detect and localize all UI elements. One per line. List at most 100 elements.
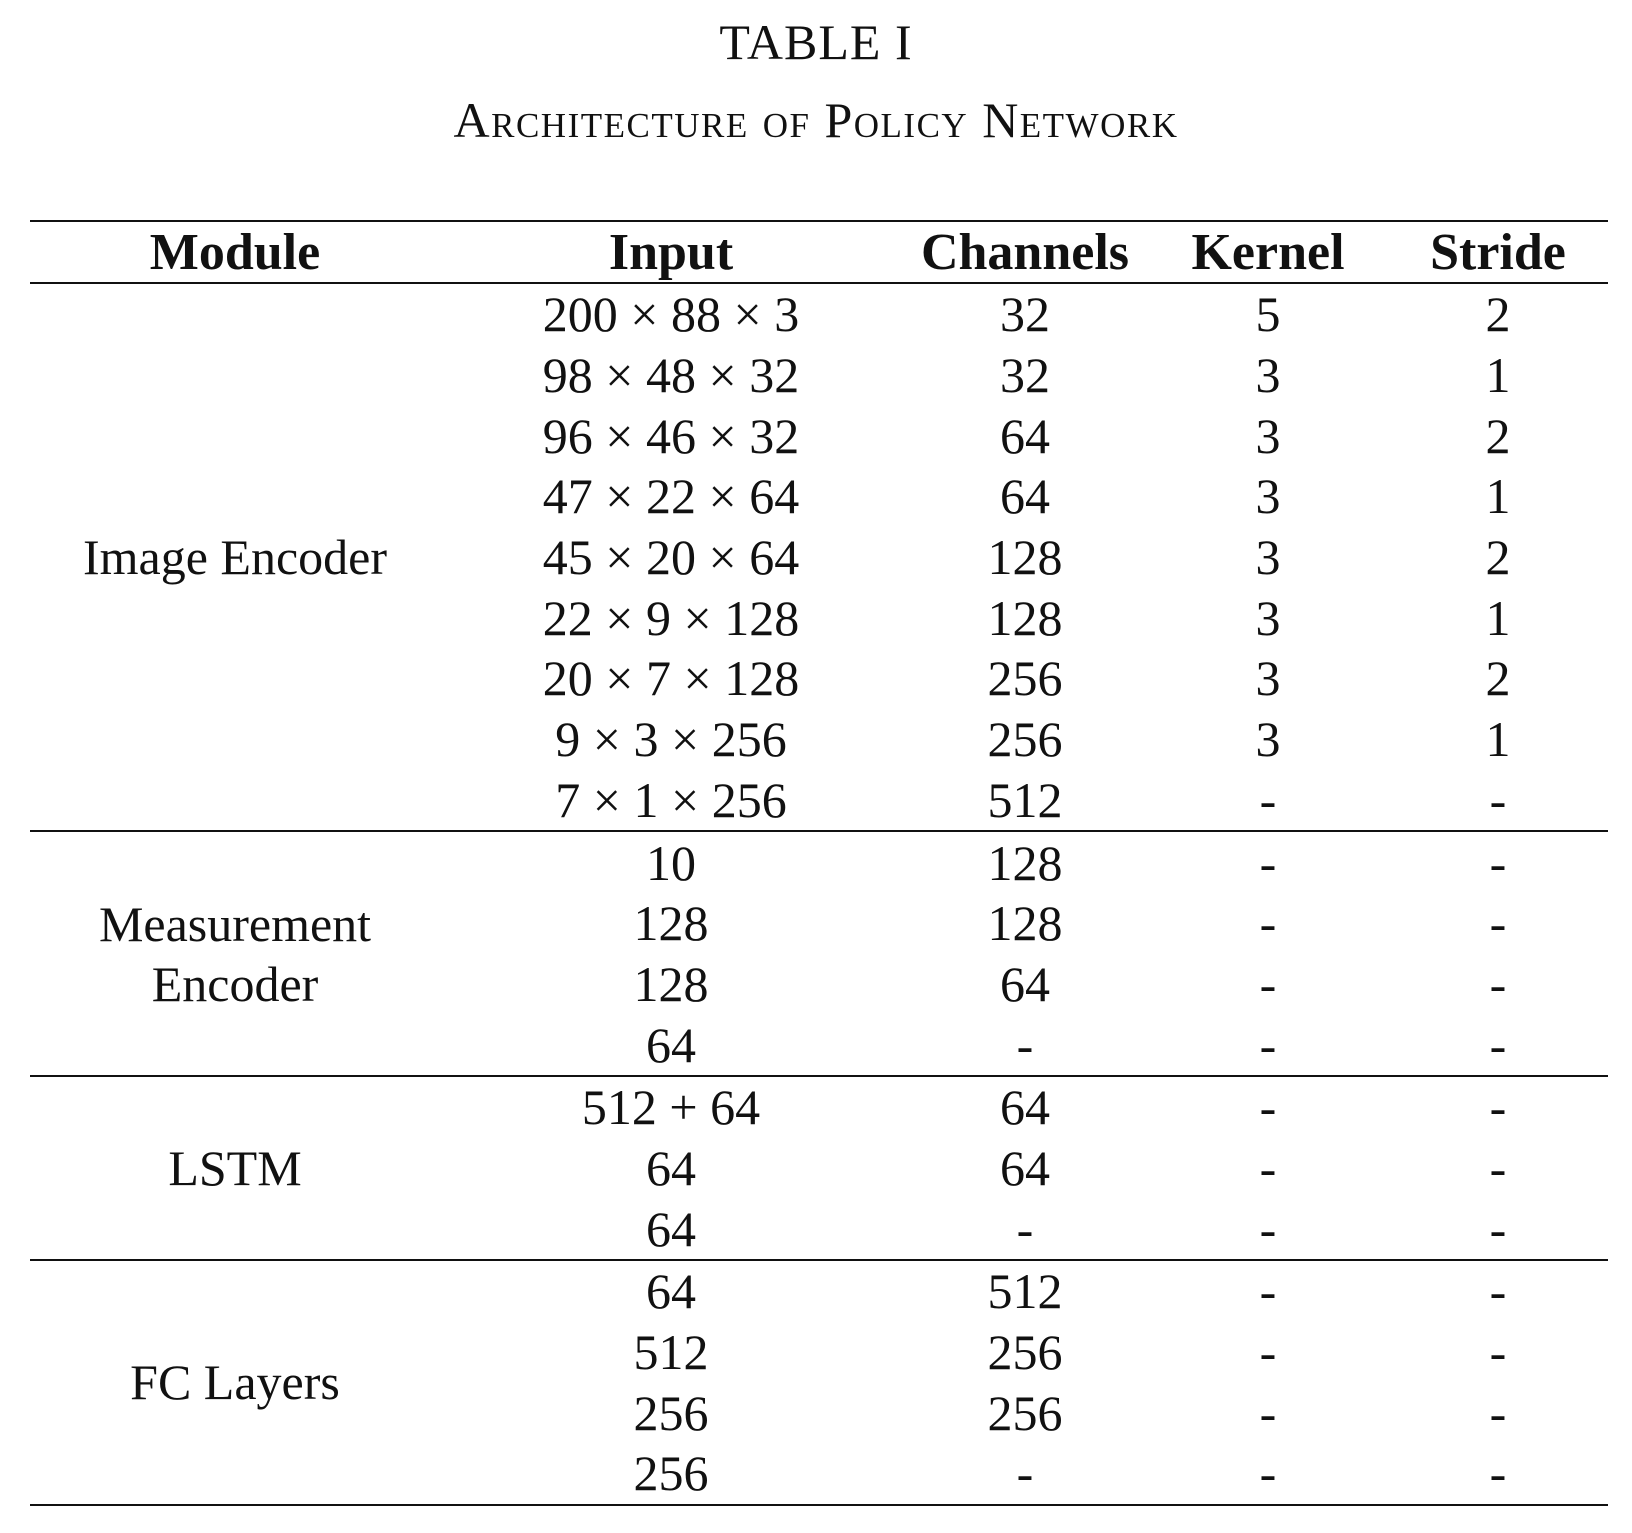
kernel-cell: - xyxy=(1259,1324,1277,1381)
input-cell: 512 xyxy=(633,1324,709,1381)
channels-cell: 512 xyxy=(987,1263,1063,1320)
column-header-channels: Channels xyxy=(920,223,1130,281)
input-cell: 256 xyxy=(633,1384,709,1441)
table-row: FC Layers 64 512- - xyxy=(30,1260,1608,1410)
channels-cell: 32 xyxy=(1000,286,1050,343)
module-group: LSTM 512 + 64 64- -64 64- -64- - - xyxy=(30,1076,1608,1260)
channels-cell: 64 xyxy=(1000,955,1050,1012)
channels-cell: 128 xyxy=(987,834,1063,891)
stride-cell: 2 xyxy=(1485,286,1511,343)
stride-cell: 1 xyxy=(1485,589,1511,646)
module-group: FC Layers 64 512- -512 256- -256 256- -256- - - xyxy=(30,1260,1608,1505)
table-row: 20 × 7 × 128 256 3 2 xyxy=(30,648,1608,709)
channels-cell: 256 xyxy=(987,1384,1063,1441)
kernel-cell: - xyxy=(1259,1139,1277,1196)
column-header-input: Input xyxy=(608,223,734,281)
kernel-cell: - xyxy=(1259,895,1277,952)
kernel-cell: - xyxy=(1259,1200,1277,1257)
stride-cell: - xyxy=(1489,1324,1507,1381)
kernel-cell: - xyxy=(1259,834,1277,891)
kernel-cell: 3 xyxy=(1255,468,1281,525)
table-header: Module Input Channels Kernel Stride xyxy=(30,221,1608,283)
channels-cell: 64 xyxy=(1000,407,1050,464)
table-row: 96 × 46 × 32 64 3 2 xyxy=(30,405,1608,466)
kernel-cell: - xyxy=(1259,955,1277,1012)
table-row: 256 256 - - xyxy=(30,1382,1608,1443)
kernel-cell: - xyxy=(1259,1263,1277,1320)
table-row: 64 - - - xyxy=(30,1014,1608,1076)
input-cell: 20 × 7 × 128 xyxy=(542,650,800,707)
input-cell: 64 xyxy=(646,1200,696,1257)
channels-cell: 128 xyxy=(987,589,1063,646)
stride-cell: - xyxy=(1489,771,1507,828)
input-cell: 96 × 46 × 32 xyxy=(542,407,800,464)
input-cell: 256 xyxy=(633,1445,709,1502)
stride-cell: - xyxy=(1489,1263,1507,1320)
input-cell: 7 × 1 × 256 xyxy=(555,771,787,828)
kernel-cell: 3 xyxy=(1255,650,1281,707)
kernel-cell: - xyxy=(1259,1079,1277,1136)
column-header-stride: Stride xyxy=(1430,223,1566,281)
channels-cell: 256 xyxy=(987,650,1063,707)
stride-cell: 1 xyxy=(1485,468,1511,525)
input-cell: 98 × 48 × 32 xyxy=(542,347,800,404)
kernel-cell: 5 xyxy=(1255,286,1281,343)
input-cell: 512 + 64 xyxy=(581,1079,761,1136)
table-caption: Architecture of Policy Network xyxy=(453,92,1179,148)
channels-cell: 128 xyxy=(987,895,1063,952)
table-row: 512 256 - - xyxy=(30,1322,1608,1383)
stride-cell: 2 xyxy=(1485,529,1511,586)
module-name-cell: FC Layers xyxy=(130,1354,340,1411)
stride-cell: - xyxy=(1489,1079,1507,1136)
table-row: 45 × 20 × 64 128 3 2 xyxy=(30,527,1608,588)
table-row: 47 × 22 × 64 64 3 1 xyxy=(30,466,1608,527)
channels-cell: 128 xyxy=(987,529,1063,586)
table-row: 128 64 - - xyxy=(30,954,1608,1015)
input-cell: 128 xyxy=(633,955,709,1012)
table-row: 64 - - - xyxy=(30,1198,1608,1260)
table-row: 64 64 - - xyxy=(30,1138,1608,1199)
stride-cell: 2 xyxy=(1485,650,1511,707)
stride-cell: 1 xyxy=(1485,347,1511,404)
input-cell: 45 × 20 × 64 xyxy=(542,529,800,586)
module-name-cell: Image Encoder xyxy=(82,529,387,586)
stride-cell: - xyxy=(1489,1445,1507,1502)
channels-cell: - xyxy=(1016,1016,1034,1073)
kernel-cell: - xyxy=(1259,1016,1277,1073)
module-group: Image Encoder 200 × 88 × 3 32 5 2 98 × 48 × 3… xyxy=(30,283,1608,832)
table-row: Image Encoder 200 × 88 × 3 32 5 2 xyxy=(30,283,1608,585)
channels-cell: - xyxy=(1016,1445,1034,1502)
input-cell: 128 xyxy=(633,895,709,952)
channels-cell: 64 xyxy=(1000,468,1050,525)
table-row: 22 × 9 × 128 128 3 1 xyxy=(30,587,1608,648)
kernel-cell: 3 xyxy=(1255,347,1281,404)
kernel-cell: 3 xyxy=(1255,529,1281,586)
table-row: 98 × 48 × 32 32 3 1 xyxy=(30,345,1608,406)
module-group: Measurement Encoder 10 128- -128 128- -128 64-… xyxy=(30,831,1608,1076)
channels-cell: 256 xyxy=(987,711,1063,768)
kernel-cell: 3 xyxy=(1255,589,1281,646)
table-number: TABLE I xyxy=(719,14,913,70)
stride-cell: - xyxy=(1489,1200,1507,1257)
input-cell: 64 xyxy=(646,1016,696,1073)
channels-cell: 64 xyxy=(1000,1079,1050,1136)
input-cell: 64 xyxy=(646,1139,696,1196)
table-row: LSTM 512 + 64 64- - xyxy=(30,1076,1608,1196)
table-row: Measurement Encoder 10 128- - xyxy=(30,831,1608,1012)
channels-cell: - xyxy=(1016,1200,1034,1257)
channels-cell: 32 xyxy=(1000,347,1050,404)
stride-cell: - xyxy=(1489,1016,1507,1073)
channels-cell: 64 xyxy=(1000,1139,1050,1196)
kernel-cell: - xyxy=(1259,1384,1277,1441)
stride-cell: 1 xyxy=(1485,711,1511,768)
column-header-kernel: Kernel xyxy=(1191,223,1345,281)
kernel-cell: - xyxy=(1259,771,1277,828)
stride-cell: 2 xyxy=(1485,407,1511,464)
module-name-cell: LSTM xyxy=(168,1139,302,1196)
input-cell: 10 xyxy=(646,834,696,891)
input-cell: 47 × 22 × 64 xyxy=(542,468,800,525)
channels-cell: 512 xyxy=(987,771,1063,828)
header-row: Module Input Channels Kernel Stride xyxy=(30,221,1608,283)
architecture-table: Module Input Channels Kernel Stride Imag… xyxy=(30,220,1608,1506)
module-name-cell: Measurement Encoder xyxy=(98,895,372,1012)
